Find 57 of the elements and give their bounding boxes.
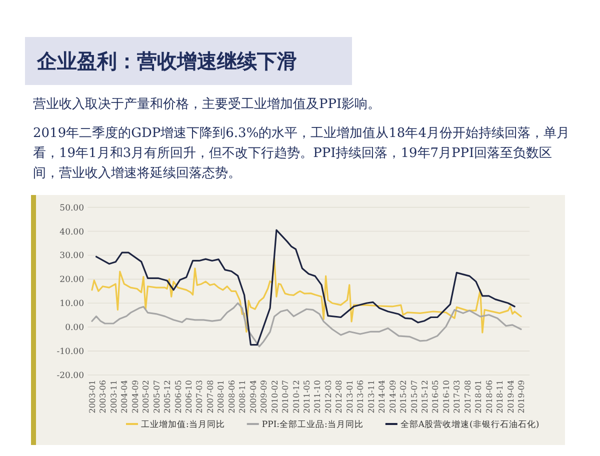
chart-title: 企业盈利：营收增速继续下滑 — [37, 48, 297, 75]
x-tick-label: 2012-08 — [334, 380, 344, 414]
x-tick-label: 2014-09 — [388, 380, 398, 414]
x-tick-label: 2008-11 — [238, 380, 248, 414]
x-tick-label: 2010-07 — [281, 380, 290, 414]
x-tick-label: 2003-01 — [88, 380, 97, 414]
x-tick-label: 2015-07 — [410, 380, 419, 414]
x-tick-label: 2018-11 — [496, 380, 505, 414]
line-series — [95, 229, 516, 346]
x-tick-label: 2016-10 — [442, 380, 451, 414]
x-tick-label: 2005-02 — [142, 380, 151, 414]
x-tick-label: 2009-04 — [248, 380, 258, 414]
x-tick-label: 2012-03 — [324, 380, 333, 414]
x-tick-label: 2018-06 — [484, 380, 494, 414]
x-tick-label: 2006-10 — [184, 380, 194, 414]
x-tick-label: 2007-03 — [195, 380, 204, 414]
x-tick-label: 2006-05 — [174, 380, 183, 414]
x-tick-label: 2018-01 — [474, 380, 484, 414]
y-tick-label: 20.00 — [60, 275, 84, 286]
y-tick-label: 40.00 — [60, 227, 84, 238]
text: 2019年二季度的GDP增速下降到6.3%的水平，工业增加值从18年4月份开始持续回落，单月看，19年1月和3月有所回升，但不改下行趋势。PPI持续回落，19年7月PPI回落至负数区间，营业收入增速将延续回落态势。 — [33, 125, 570, 183]
chart-subtitle: 营业收入取决于产量和价格，主要受工业增加值及PPI影响。 — [33, 96, 381, 113]
x-tick-label: 2011-10 — [313, 380, 322, 414]
x-tick-label: 2011-05 — [302, 380, 312, 414]
x-tick-label: 2009-09 — [260, 380, 269, 414]
x-tick-label: 2019-09 — [517, 380, 526, 414]
x-tick-label: 2013-06 — [356, 380, 366, 414]
x-tick-label: 2015-02 — [399, 380, 408, 414]
x-tick-label: 2017-03 — [452, 380, 462, 414]
y-tick-label: 0.00 — [65, 323, 84, 334]
x-tick-label: 2019-04 — [506, 380, 516, 414]
legend-label: 工业增加值:当月同比 — [141, 419, 225, 430]
y-tick-label: 30.00 — [60, 251, 84, 262]
y-tick-label: 50.00 — [60, 203, 84, 214]
x-tick-label: 2013-01 — [345, 380, 354, 414]
x-tick-label: 2017-08 — [463, 380, 472, 414]
x-tick-label: 2013-11 — [366, 380, 376, 414]
x-tick-label: 2005-07 — [152, 380, 162, 414]
y-tick-label: 10.00 — [60, 299, 84, 310]
y-tick-label: -20.00 — [56, 371, 84, 381]
x-tick-label: 2004-04 — [120, 380, 130, 414]
x-tick-label: 2008-01 — [216, 380, 226, 414]
legend-label: 全部A股营收增速(非银行石油石化) — [400, 419, 540, 430]
x-tick-label: 2005-12 — [163, 380, 172, 414]
y-tick-label: -10.00 — [56, 347, 84, 358]
x-tick-label: 2010-12 — [292, 380, 301, 414]
x-tick-label: 2004-09 — [130, 380, 140, 414]
legend-label: PPI:全部工业品:当月同比 — [262, 419, 364, 430]
x-tick-label: 2008-06 — [227, 380, 236, 414]
x-tick-label: 2015-12 — [420, 380, 430, 414]
x-tick-label: 2014-04 — [378, 380, 387, 414]
x-tick-label: 2007-08 — [206, 380, 215, 414]
x-tick-label: 2010-02 — [270, 380, 280, 414]
line-series — [91, 302, 522, 348]
x-tick-label: 2003-06 — [98, 380, 108, 414]
x-tick-label: 2016-05 — [431, 380, 440, 414]
x-tick-label: 2003-11 — [109, 380, 118, 414]
